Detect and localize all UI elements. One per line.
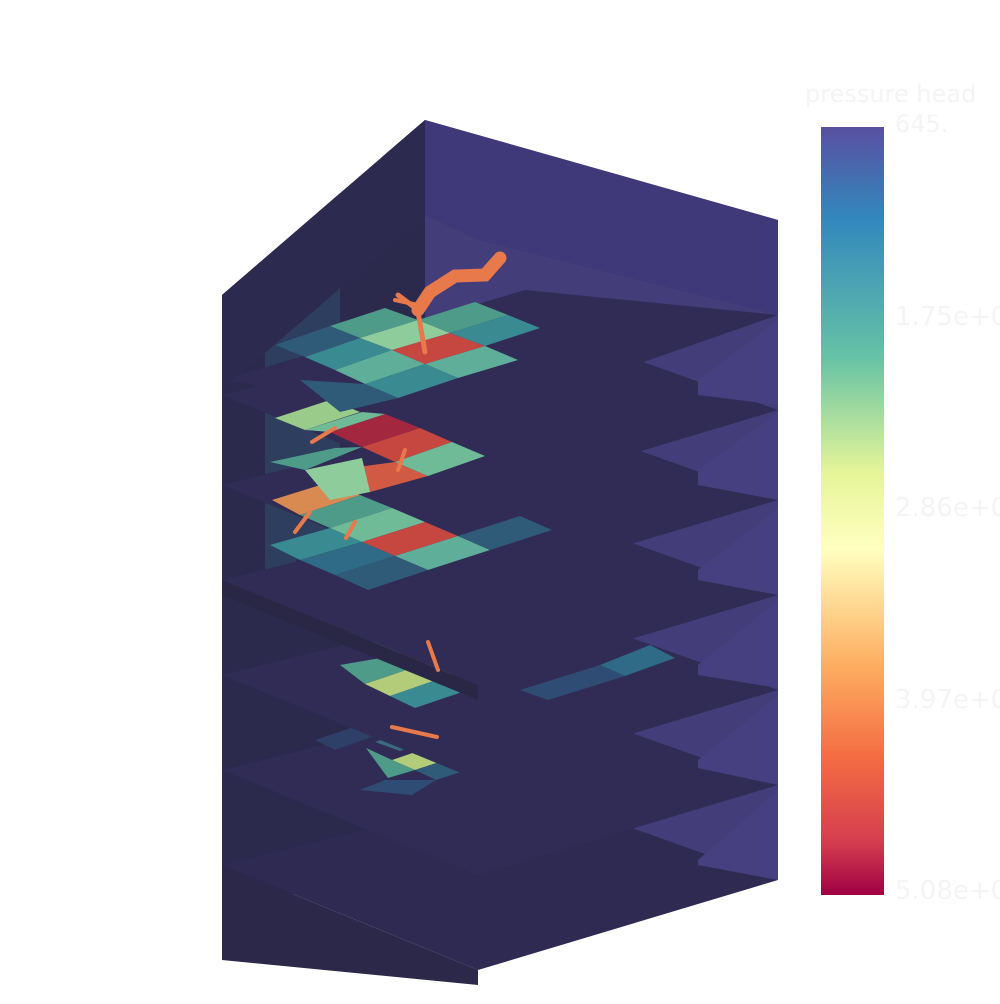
box-right-slabs [222,120,778,880]
colorbar [821,127,884,895]
slice-layer-7 [222,790,778,985]
cell [395,442,485,476]
slice-layer-3 [222,410,778,590]
colorbar-tick-4: 5.08e+0 [895,876,1000,906]
top-left-face [222,120,425,390]
cell [270,528,362,560]
root-branch [393,298,420,307]
root-taproot [415,309,428,355]
cell [300,495,392,528]
cell [425,346,518,378]
root-system [293,251,507,739]
cell [366,748,415,778]
colorbar-tick-1: 1.75e+0 [895,302,1000,332]
colorbar-gradient [821,127,884,895]
cell [305,412,385,432]
cell [330,308,418,338]
cell [335,350,425,384]
cell [418,302,508,333]
cell [365,364,458,398]
root-fragment [293,510,312,534]
cell [392,333,485,364]
cell [600,645,675,676]
root-fragment [310,426,337,444]
cell [270,447,362,470]
cell [362,428,452,462]
cell [362,522,458,556]
cell [450,315,540,346]
cell [300,380,398,412]
cell [305,338,392,370]
cell [360,320,450,350]
colorbar-tick-3: 3.97e+0 [895,685,1000,715]
root-fragment [396,448,407,472]
colorbar-max-label: 645. [895,110,949,138]
cell [330,414,420,447]
cell [458,516,552,550]
cell [520,665,625,700]
slice-layer-1 [222,290,778,420]
root-fragment [390,725,439,739]
root-collar [411,251,507,317]
cell [275,326,360,357]
top-face [425,120,778,315]
cell [300,542,395,575]
colorbar-title: pressure head [805,80,977,108]
cell [360,780,436,795]
root-fragment [426,640,440,672]
cell [335,556,428,590]
cell [330,508,425,542]
colorbar-tick-2: 2.86e+0 [895,493,1000,523]
cell [395,536,490,570]
cell [305,458,370,500]
root-fragment [344,520,357,540]
